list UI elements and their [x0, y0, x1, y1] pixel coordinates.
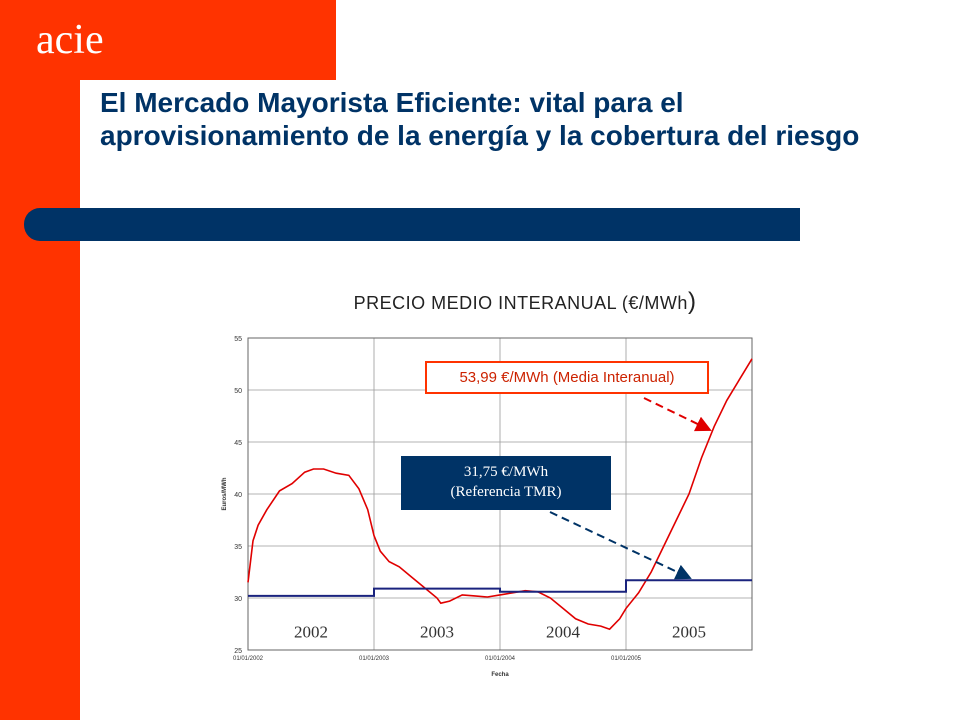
chart-title-text: PRECIO MEDIO INTERANUAL (€/MWh [353, 293, 688, 313]
year-label: 2003 [420, 623, 454, 642]
y-tick-label: 45 [234, 440, 242, 447]
y-tick-label: 25 [234, 648, 242, 655]
page-title: El Mercado Mayorista Eficiente: vital pa… [100, 87, 860, 151]
header-accent-block [0, 0, 336, 80]
y-tick-label: 50 [234, 388, 242, 395]
arrow-to-referencia-tmr [549, 511, 692, 580]
annotation-tmr-value: 31,75 €/MWh [463, 464, 549, 480]
series-line-media-interanual [247, 358, 753, 631]
title-underline-band [24, 208, 800, 241]
chart-title-paren: ) [687, 288, 697, 315]
y-axis-label: Euros/MWh [222, 477, 228, 510]
annotation-referencia-tmr: 31,75 €/MWh (Referencia TMR) [401, 456, 611, 510]
x-tick-label: 01/01/2004 [485, 656, 516, 662]
x-tick-label: 01/01/2003 [359, 656, 390, 662]
year-label: 2002 [294, 623, 328, 642]
x-axis-label: Fecha [491, 672, 509, 678]
x-tick-label: 01/01/2005 [611, 656, 642, 662]
year-label: 2004 [546, 623, 581, 642]
y-tick-label: 55 [234, 336, 242, 343]
annotation-tmr-label: (Referencia TMR) [450, 484, 562, 500]
plot-area [247, 337, 753, 651]
y-tick-label: 30 [234, 596, 242, 603]
y-tick-label: 35 [234, 544, 242, 551]
chart-title: PRECIO MEDIO INTERANUAL (€/MWh) [200, 288, 850, 316]
annotation-media-interanual: 53,99 €/MWh (Media Interanual) [425, 361, 709, 394]
logo: acie [36, 17, 104, 63]
arrow-to-media-interanual [643, 397, 712, 432]
left-accent-bar [0, 0, 80, 720]
x-tick-label: 01/01/2002 [233, 656, 264, 662]
price-line-chart: 25 30 35 40 45 50 55 01/01/2002 01/01/2003 01/01/… [222, 336, 753, 678]
series-line-referencia-tmr [248, 579, 752, 597]
y-tick-label: 40 [234, 492, 242, 499]
year-label: 2005 [672, 623, 706, 642]
